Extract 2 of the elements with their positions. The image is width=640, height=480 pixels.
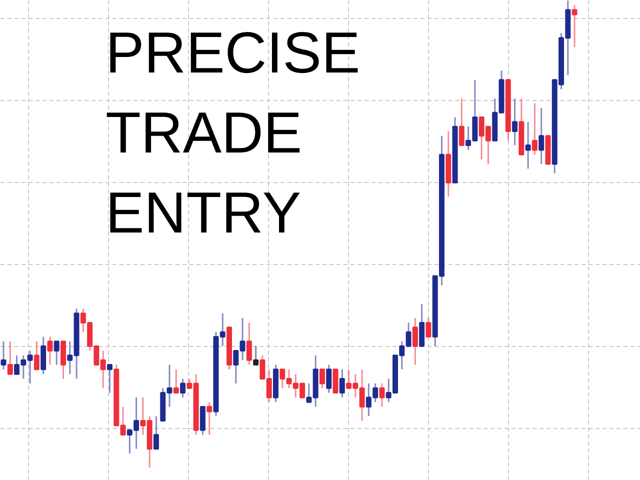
text: PRECISE TRADE ENTRY bbox=[106, 20, 360, 246]
candlestick bbox=[332, 368, 338, 394]
